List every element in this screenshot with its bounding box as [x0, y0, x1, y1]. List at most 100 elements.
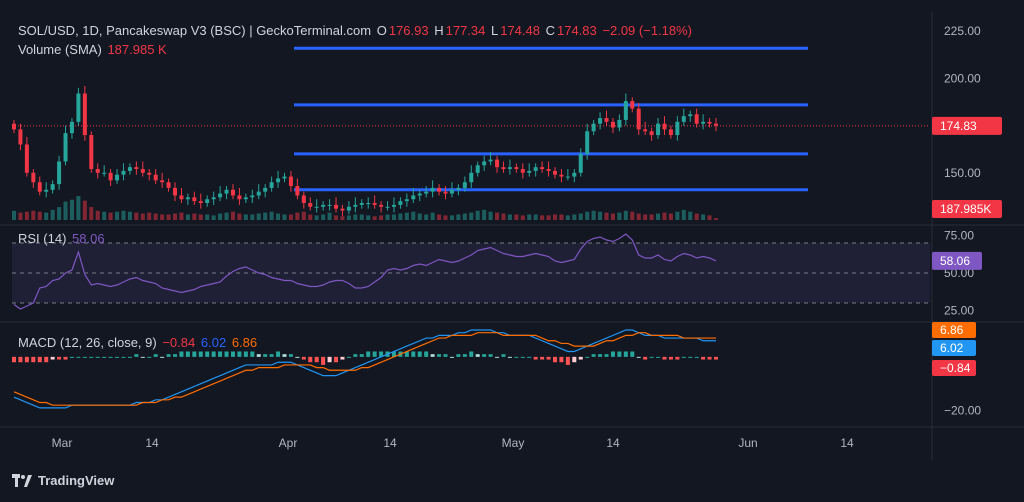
volume-bar: [153, 213, 158, 220]
candle-body: [482, 161, 487, 166]
candle-body: [192, 197, 197, 202]
macd-histogram-bar: [578, 356, 583, 360]
macd-histogram-bar: [192, 351, 197, 357]
volume-bar: [115, 211, 120, 220]
macd-histogram-bar: [636, 356, 641, 358]
candle-body: [688, 114, 693, 117]
candle-body: [379, 204, 384, 207]
candle-body: [662, 123, 667, 130]
macd-histogram-bar: [366, 351, 371, 357]
macd-histogram-bar: [610, 351, 615, 357]
volume-bar: [424, 214, 429, 220]
macd-histogram-bar: [656, 356, 661, 358]
candle-body: [12, 123, 16, 130]
candle-body: [108, 172, 113, 181]
volume-bar: [610, 213, 615, 220]
volume-bar: [140, 213, 145, 220]
candle-body: [675, 121, 680, 136]
volume-bar: [675, 211, 680, 220]
volume-bar: [636, 213, 641, 220]
macd-histogram-bar: [288, 354, 293, 357]
candle-body: [694, 114, 699, 124]
low-label: L: [490, 23, 499, 38]
rsi-value: 58.06: [72, 231, 105, 246]
volume-bar: [462, 213, 467, 220]
macd-histogram-bar: [449, 356, 454, 358]
macd-histogram-bar: [153, 354, 158, 357]
candle-body: [437, 187, 442, 192]
macd-histogram-bar: [552, 356, 557, 363]
candle-body: [649, 131, 654, 136]
low-value: 174.48: [500, 23, 540, 38]
macd-histogram-bar: [198, 351, 203, 357]
candle-body: [269, 182, 274, 188]
volume-bar: [507, 214, 512, 220]
macd-histogram-bar: [31, 356, 36, 363]
volume-bar: [50, 209, 55, 220]
macd-histogram-bar: [469, 351, 474, 357]
macd-histogram-bar: [173, 354, 178, 357]
candle-body: [623, 101, 628, 120]
candle-body: [230, 189, 235, 196]
candle-body: [469, 172, 474, 183]
volume-bar: [308, 214, 313, 220]
macd-histogram-bar: [707, 356, 712, 360]
price-legend: SOL/USD, 1D, Pancakeswap V3 (BSC) | Geck…: [18, 23, 694, 38]
macd-histogram-bar: [121, 356, 126, 358]
volume-bar: [192, 213, 197, 220]
volume-bar: [250, 214, 255, 220]
candle-body: [578, 153, 583, 173]
volume-bar: [314, 215, 319, 220]
signal-badge: 6.86: [940, 323, 964, 337]
candle-body: [50, 184, 55, 190]
macd-histogram-bar: [649, 356, 654, 358]
candle-body: [617, 119, 622, 128]
candle-body: [585, 131, 590, 154]
macd-histogram-bar: [437, 354, 442, 357]
candle-body: [24, 144, 29, 173]
rsi-badge-bg: [932, 251, 982, 270]
macd-histogram-bar: [404, 351, 409, 357]
volume-bar: [205, 214, 210, 220]
candle-body: [237, 195, 242, 200]
candle-body: [256, 191, 261, 196]
volume-bar: [147, 212, 152, 220]
candle-body: [69, 121, 74, 134]
volume-bar: [391, 214, 396, 220]
last-price-badge-bg: [932, 116, 1002, 135]
volume-bar: [701, 214, 706, 220]
macd-histogram-bar: [263, 354, 268, 357]
candle-body: [282, 176, 287, 179]
macd-histogram-bar: [211, 351, 216, 357]
candle-body: [166, 182, 171, 188]
volume-bar: [411, 211, 416, 220]
candle-body: [430, 187, 435, 192]
candle-body: [598, 118, 603, 124]
macd-histogram-bar: [134, 354, 139, 357]
candle-body: [681, 116, 686, 122]
volume-badge-bg: [932, 200, 1002, 218]
candle-body: [630, 101, 635, 109]
volume-bar: [598, 211, 603, 220]
candle-body: [76, 93, 81, 122]
macd-histogram-bar: [456, 354, 461, 357]
volume-bar: [185, 214, 190, 220]
candle-body: [340, 208, 345, 211]
candle-body: [334, 204, 339, 209]
volume-bar: [656, 213, 661, 220]
candle-body: [127, 167, 132, 171]
volume-bar: [340, 216, 345, 220]
volume-bar: [346, 215, 351, 220]
tradingview-brand[interactable]: TradingView: [12, 473, 114, 488]
volume-bar: [604, 212, 609, 220]
volume-bar: [95, 210, 100, 220]
candle-body: [160, 180, 165, 183]
candle-body: [95, 169, 100, 173]
macd-signal-value: 6.86: [231, 335, 258, 350]
macd-histogram-bar: [353, 354, 358, 357]
rsi-legend: RSI (14) 58.06: [18, 231, 107, 246]
volume-bar: [18, 212, 23, 220]
volume-bar: [321, 214, 326, 220]
volume-bar: [404, 212, 409, 220]
brand-name: TradingView: [38, 473, 115, 488]
